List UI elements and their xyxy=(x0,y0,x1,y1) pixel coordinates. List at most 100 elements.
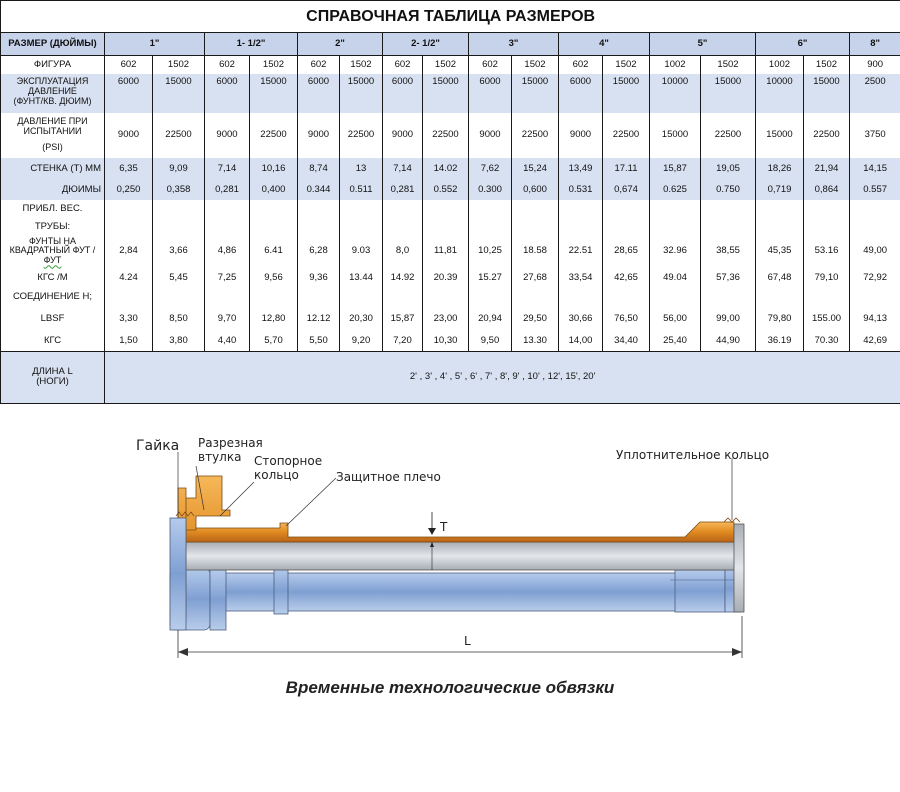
table-cell: 3,80 xyxy=(152,330,205,352)
table-cell: 9000 xyxy=(204,112,250,158)
table-cell: 6000 xyxy=(204,73,250,113)
table-cell xyxy=(649,288,701,307)
label-retainer-ring-line: кольцо xyxy=(254,468,299,483)
table-cell: 602 xyxy=(297,55,340,74)
table-row-test-pressure: ДАВЛЕНИЕ ПРИ ИСПЫТАНИИ (PSI) 9000 22500 90… xyxy=(0,112,900,158)
table-cell xyxy=(152,200,205,219)
table-cell xyxy=(468,200,512,219)
table-cell: 0,281 xyxy=(204,180,250,201)
table-cell: 0.531 xyxy=(558,180,603,201)
table-cell: 11,81 xyxy=(422,235,469,268)
table-cell: 72,92 xyxy=(848,267,900,289)
table-cell: 9,20 xyxy=(339,330,383,352)
row-label-line: (НОГИ) xyxy=(36,376,69,388)
table-cell xyxy=(803,288,850,307)
size-header: 2" xyxy=(297,31,383,57)
table-cell: 22500 xyxy=(511,112,559,158)
table-cell: 15000 xyxy=(700,73,756,113)
table-cell xyxy=(755,200,804,219)
row-label: ДЮИМЫ xyxy=(0,180,105,201)
table-cell: 49,00 xyxy=(848,235,900,268)
table-row-length: ДЛИНА L (НОГИ) 2' , 3' , 4' , 5' , 6' , … xyxy=(0,350,900,405)
table-cell: 1002 xyxy=(649,55,701,74)
table-cell: 1502 xyxy=(700,55,756,74)
table-cell: 3750 xyxy=(848,112,900,158)
table-cell: 7,62 xyxy=(468,157,512,181)
row-label-line: ДАВЛЕНИЕ ПРИ xyxy=(17,116,88,127)
table-cell: 6000 xyxy=(382,73,423,113)
table-row-wall-in: ДЮИМЫ 0,250 0,358 0,281 0,400 0.344 0.511 0,28… xyxy=(0,180,900,201)
caption: Временные технологические обвязки xyxy=(285,678,615,697)
table-cell: 15000 xyxy=(803,73,850,113)
row-label-line: ФУНТЫ НА xyxy=(28,235,77,246)
table-cell: 602 xyxy=(204,55,250,74)
table-cell xyxy=(511,288,559,307)
label-nut: Гайка xyxy=(136,438,180,454)
table-cell xyxy=(204,288,250,307)
table-row-lb-per-ft: ФУНТЫ НА КВАДРАТНЫЙ ФУТ / ФУТ 2,84 3,66 4,… xyxy=(0,235,900,268)
table-cell: 6,35 xyxy=(104,157,153,181)
row-label-line: ЭКСПЛУАТАЦИЯ xyxy=(16,75,89,86)
table-cell: 0.344 xyxy=(297,180,340,201)
table-cell: 6000 xyxy=(468,73,512,113)
table-cell: 9,36 xyxy=(297,267,340,289)
table-cell: 155.00 xyxy=(803,306,850,331)
table-cell xyxy=(468,288,512,307)
union-pipe-diagram: Гайка Разрезная втулка Стопорное кольцо … xyxy=(130,430,780,660)
table-cell: 15,87 xyxy=(649,157,701,181)
table-cell: 14,15 xyxy=(848,157,900,181)
table-cell: 0,864 xyxy=(803,180,850,201)
table-cell: 70.30 xyxy=(803,330,850,352)
table-cell: 7,20 xyxy=(382,330,423,352)
table-cell: 79,10 xyxy=(803,267,850,289)
table-cell: 0.625 xyxy=(649,180,701,201)
table-cell: 602 xyxy=(468,55,512,74)
table-cell: 0.750 xyxy=(700,180,756,201)
table-cell xyxy=(803,218,850,236)
table-cell: 0.552 xyxy=(422,180,469,201)
table-cell: 5,70 xyxy=(249,330,298,352)
table-cell: 57,36 xyxy=(700,267,756,289)
table-row-kgs: КГС 1,50 3,80 4,40 5,70 5,50 9,20 7,20 10,30 9,5… xyxy=(0,330,900,352)
table-cell: 1502 xyxy=(339,55,383,74)
table-cell xyxy=(602,200,650,219)
table-cell: 8,50 xyxy=(152,306,205,331)
table-cell xyxy=(249,288,298,307)
row-label: СТЕНКА (Т) ММ xyxy=(0,157,105,181)
table-cell: 28,65 xyxy=(602,235,650,268)
row-label: LBSF xyxy=(0,306,105,331)
table-cell: 0,400 xyxy=(249,180,298,201)
label-retainer-ring: Стопорное кольцо xyxy=(254,454,322,483)
table-cell: 602 xyxy=(382,55,423,74)
table-cell xyxy=(382,218,423,236)
table-cell: 22500 xyxy=(249,112,298,158)
table-cell: 49.04 xyxy=(649,267,701,289)
size-header: 2- 1/2" xyxy=(382,31,469,57)
table-cell: 21,94 xyxy=(803,157,850,181)
table-cell xyxy=(848,218,900,236)
table-cell: 0,358 xyxy=(152,180,205,201)
size-reference-table: СПРАВОЧНАЯ ТАБЛИЦА РАЗМЕРОВ РАЗМЕР (ДЮЙМ… xyxy=(0,0,900,405)
pipe-drawing xyxy=(169,452,745,658)
table-cell: 9,50 xyxy=(468,330,512,352)
table-cell xyxy=(848,200,900,219)
table-cell: 1502 xyxy=(422,55,469,74)
table-row-approx-weight: ПРИБЛ. ВЕС. xyxy=(0,200,900,219)
table-cell: 4.24 xyxy=(104,267,153,289)
table-cell: 15000 xyxy=(649,112,701,158)
table-row-kg-per-m: КГС /М 4.24 5,45 7,25 9,56 9,36 13.44 14.92 20.… xyxy=(0,267,900,289)
table-cell: 1502 xyxy=(602,55,650,74)
row-label: ДЛИНА L (НОГИ) xyxy=(0,350,105,405)
table-cell: 45,35 xyxy=(755,235,804,268)
table-cell: 19,05 xyxy=(700,157,756,181)
table-cell: 33,54 xyxy=(558,267,603,289)
table-cell xyxy=(152,218,205,236)
table-cell xyxy=(468,218,512,236)
table-cell: 1502 xyxy=(152,55,205,74)
table-cell: 42,65 xyxy=(602,267,650,289)
table-title: СПРАВОЧНАЯ ТАБЛИЦА РАЗМЕРОВ xyxy=(0,0,900,33)
table-cell: 15000 xyxy=(339,73,383,113)
table-cell: 15000 xyxy=(152,73,205,113)
table-cell: 44,90 xyxy=(700,330,756,352)
table-cell xyxy=(339,200,383,219)
